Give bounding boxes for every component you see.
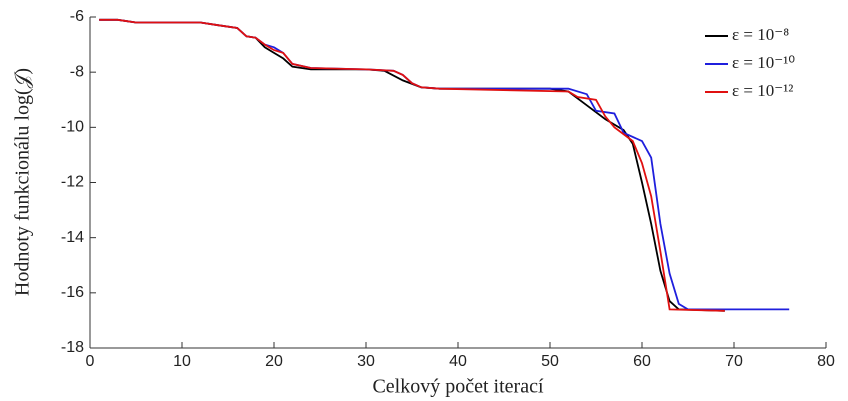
y-tick-label: -16 <box>61 284 84 301</box>
series-line <box>99 18 790 311</box>
legend-label: ε = 10⁻¹⁰ <box>732 53 795 72</box>
x-tick-label: 10 <box>173 353 191 370</box>
y-axis-label: Hodnoty funkcionálu log(𝒥) <box>12 68 34 296</box>
x-tick-label: 0 <box>86 353 95 370</box>
x-tick-label: 80 <box>817 353 835 370</box>
y-tick-label: -8 <box>70 63 84 80</box>
x-tick-label: 50 <box>541 353 559 370</box>
x-tick-label: 60 <box>633 353 651 370</box>
x-tick-label: 20 <box>265 353 283 370</box>
series-line <box>99 18 725 312</box>
legend-label: ε = 10⁻⁸ <box>732 25 789 44</box>
x-tick-label: 30 <box>357 353 375 370</box>
y-tick-label: -10 <box>61 119 84 136</box>
series-line <box>99 18 725 312</box>
x-axis-label: Celkový počet iterací <box>372 376 543 398</box>
y-tick-label: -14 <box>61 229 84 246</box>
y-tick-label: -18 <box>61 339 84 356</box>
y-tick-label: -12 <box>61 174 84 191</box>
y-tick-label: -6 <box>70 8 84 25</box>
x-tick-label: 40 <box>449 353 467 370</box>
x-tick-label: 70 <box>725 353 743 370</box>
legend-label: ε = 10⁻¹² <box>732 81 793 100</box>
